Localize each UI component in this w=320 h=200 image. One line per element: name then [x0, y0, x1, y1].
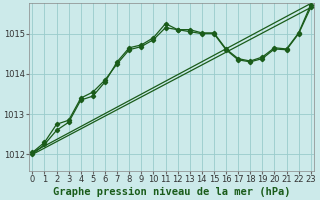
X-axis label: Graphe pression niveau de la mer (hPa): Graphe pression niveau de la mer (hPa) — [53, 186, 290, 197]
